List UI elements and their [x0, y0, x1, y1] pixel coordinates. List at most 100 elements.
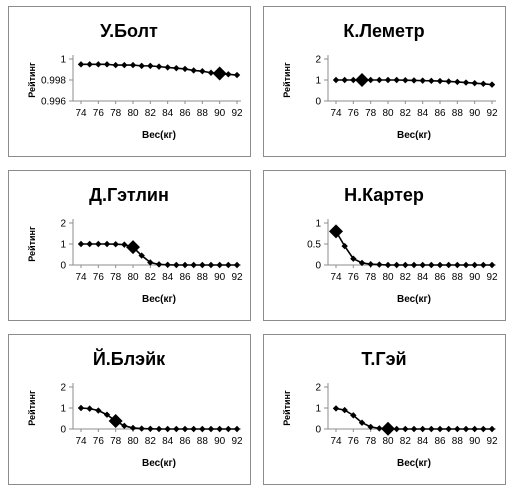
x-tick-label: 76 [93, 436, 105, 447]
data-point [410, 77, 418, 84]
data-point [480, 425, 487, 433]
data-point [181, 65, 189, 73]
x-tick-label: 82 [400, 108, 412, 119]
chart-svg-gay: Т.Гэй 0 1 2 74 76 78 80 82 84 86 88 90 92 Вес(кг) Рейти… [282, 349, 498, 469]
data-point [199, 425, 206, 433]
data-point [147, 425, 154, 432]
data-point [207, 425, 215, 433]
x-tick-label: 74 [75, 436, 87, 447]
data-point [419, 261, 426, 269]
data-point [103, 61, 111, 68]
data-point [121, 422, 128, 430]
data-point [190, 67, 197, 74]
y-tick-label: 2 [315, 55, 321, 66]
data-point [350, 76, 357, 84]
data-point [488, 425, 496, 433]
data-point [121, 61, 128, 69]
data-point [103, 411, 111, 418]
chart-panel-carter: Н.Картер 0 0.5 1 74 76 78 80 82 84 86 88 90 92 Вес(кг) [263, 170, 506, 321]
data-point [454, 425, 461, 433]
data-point [402, 261, 409, 269]
data-point [454, 78, 461, 86]
x-tick-label: 84 [162, 108, 174, 119]
chart-svg-bolt: У.Болт 0.996 0.998 1 74 76 78 80 82 84 86 88 90 92 Вес… [27, 21, 243, 141]
y-axis-label: Рейтинг [27, 62, 37, 98]
data-point [419, 425, 426, 433]
x-tick-label: 82 [400, 272, 412, 283]
data-point [384, 76, 392, 84]
chart-title: К.Леметр [343, 21, 424, 41]
x-tick-label: 90 [214, 436, 226, 447]
y-axis-label: Рейтинг [282, 62, 292, 98]
data-point [376, 76, 383, 84]
data-point [350, 255, 357, 262]
data-point [190, 425, 197, 433]
y-tick-label: 1 [315, 404, 321, 415]
data-point [393, 425, 400, 433]
x-axis-label: Вес(кг) [142, 294, 176, 305]
chart-svg-lemaitre: К.Леметр 0 1 2 74 76 78 80 82 84 86 88 90 92 Вес(кг) Ре… [282, 21, 498, 141]
x-tick-label: 92 [231, 272, 243, 283]
data-point [471, 79, 478, 87]
x-tick-label: 80 [382, 108, 394, 119]
x-tick-label: 92 [231, 108, 243, 119]
data-point [480, 261, 487, 269]
data-point [155, 261, 163, 268]
x-tick-label: 82 [145, 108, 157, 119]
x-tick-label: 92 [486, 108, 498, 119]
data-point [216, 261, 223, 269]
data-point [428, 261, 435, 269]
x-tick-label: 80 [382, 436, 394, 447]
data-point [138, 252, 145, 259]
y-tick-label: 1 [60, 404, 66, 415]
highlight-point [212, 66, 227, 81]
y-tick-label: 0 [60, 261, 66, 272]
data-point [233, 71, 241, 79]
x-axis-label: Вес(кг) [142, 130, 176, 141]
data-point [350, 412, 357, 419]
x-tick-label: 76 [93, 108, 105, 119]
y-axis-label: Рейтинг [27, 226, 37, 262]
x-tick-label: 74 [75, 108, 87, 119]
x-tick-label: 74 [330, 436, 342, 447]
chart-panel-gatlin: Д.Гэтлин 0 1 2 74 76 78 80 82 84 86 88 90 92 Вес(кг) Ре… [8, 170, 251, 321]
series-line [335, 230, 492, 266]
x-tick-label: 84 [417, 108, 429, 119]
data-point [393, 261, 400, 269]
x-tick-label: 86 [434, 272, 446, 283]
data-point [341, 406, 348, 414]
data-point [462, 261, 470, 269]
data-point [199, 68, 206, 75]
data-point [384, 261, 392, 269]
data-point [138, 425, 145, 432]
data-point [341, 76, 348, 84]
chart-title: Н.Картер [344, 185, 424, 205]
x-tick-label: 88 [452, 108, 464, 119]
y-tick-label: 0 [315, 97, 321, 108]
data-point [436, 261, 444, 269]
data-point [376, 425, 383, 432]
data-point [480, 80, 487, 87]
x-tick-label: 90 [214, 272, 226, 283]
y-tick-label: 1 [315, 76, 321, 87]
x-tick-label: 76 [348, 436, 360, 447]
data-point [77, 404, 85, 412]
data-point [129, 424, 137, 432]
data-point [367, 260, 374, 268]
x-tick-label: 80 [127, 436, 139, 447]
chart-panel-lemaitre: К.Леметр 0 1 2 74 76 78 80 82 84 86 88 90 92 Вес(кг) Ре… [263, 6, 506, 157]
x-tick-label: 76 [348, 108, 360, 119]
x-tick-label: 88 [197, 108, 209, 119]
data-point [173, 261, 180, 269]
data-point [95, 61, 102, 68]
data-point [207, 261, 215, 269]
data-point [129, 61, 137, 69]
data-point [436, 425, 444, 433]
x-axis-label: Вес(кг) [397, 130, 431, 141]
data-point [445, 78, 452, 85]
data-point [207, 69, 215, 76]
data-point [95, 240, 102, 248]
data-point [428, 425, 435, 433]
chart-svg-carter: Н.Картер 0 0.5 1 74 76 78 80 82 84 86 88 90 92 Вес(кг) [307, 185, 498, 305]
y-tick-label: 0.998 [41, 76, 66, 87]
